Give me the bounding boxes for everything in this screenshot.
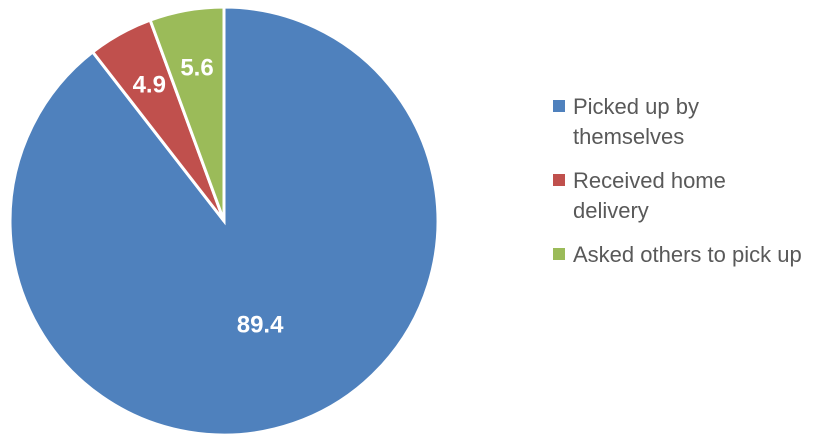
- pie-slice: [148, 5, 226, 222]
- legend-swatch: [553, 248, 565, 260]
- legend-item: Picked up by themselves: [553, 92, 833, 152]
- legend-swatch: [553, 100, 565, 112]
- data-label: 5.6: [180, 55, 213, 82]
- legend-item: Received home delivery: [553, 166, 833, 226]
- legend-swatch: [553, 174, 565, 186]
- data-label: 89.4: [237, 312, 284, 339]
- legend-item: Asked others to pick up: [553, 240, 833, 270]
- data-label: 4.9: [133, 72, 166, 99]
- legend-label: Asked others to pick up: [573, 242, 802, 267]
- legend-label: Received home delivery: [573, 168, 726, 223]
- legend-label: Picked up by themselves: [573, 94, 699, 149]
- legend: Picked up by themselves Received home del…: [553, 92, 833, 284]
